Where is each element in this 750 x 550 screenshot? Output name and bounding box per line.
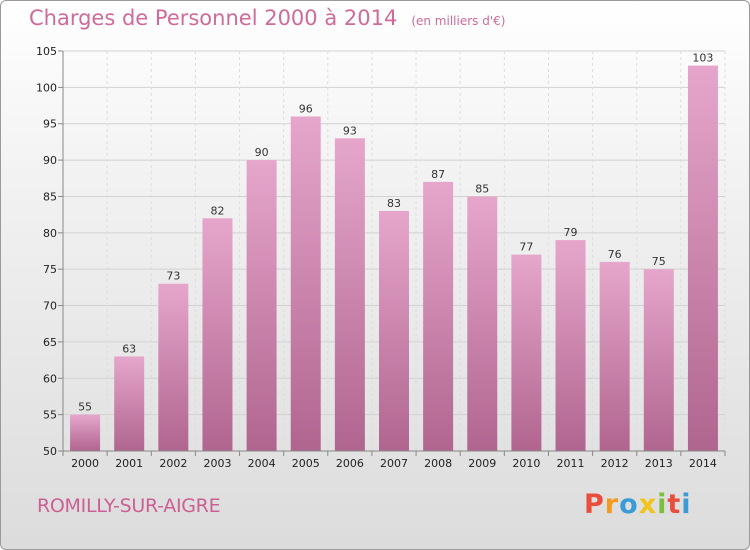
y-tick-label: 105 <box>36 45 57 58</box>
logo-letter: o <box>619 489 639 520</box>
bar-2000 <box>70 414 101 451</box>
town-name: ROMILLY-SUR-AIGRE <box>37 495 221 517</box>
y-tick-label: 80 <box>43 227 57 240</box>
x-tick-label-2001: 2001 <box>115 457 143 470</box>
bar-2002 <box>158 283 189 451</box>
value-label-2010: 77 <box>519 241 533 254</box>
logo-letter: i <box>657 489 668 520</box>
bar-2014 <box>687 65 718 451</box>
x-tick-label-2011: 2011 <box>557 457 585 470</box>
x-tick-label-2010: 2010 <box>512 457 540 470</box>
logo-letter: x <box>638 489 658 520</box>
chart-subtitle: (en milliers d'€) <box>411 14 506 28</box>
x-tick-label-2012: 2012 <box>601 457 629 470</box>
labels: 50 55 60 65 70 75 80 85 90 95 100 105 55 2000 63 2001 73… <box>36 45 717 470</box>
value-label-2014: 103 <box>692 52 713 65</box>
value-label-2003: 82 <box>210 204 224 217</box>
y-tick-label: 85 <box>43 190 57 203</box>
value-label-2005: 96 <box>299 102 313 115</box>
y-tick-label: 100 <box>36 81 57 94</box>
axes <box>58 50 726 456</box>
logo-letter: r <box>604 489 620 520</box>
x-tick-label-2004: 2004 <box>248 457 276 470</box>
logo-letter: t <box>667 489 682 520</box>
value-label-2011: 79 <box>564 226 578 239</box>
y-tick-label: 90 <box>43 154 57 167</box>
bar-2010 <box>511 254 542 451</box>
bar-2006 <box>334 138 365 452</box>
value-label-2000: 55 <box>78 401 92 414</box>
title-text: Charges de Personnel 2000 à 2014 <box>29 6 398 30</box>
bar-2005 <box>290 116 321 452</box>
bars <box>70 65 718 452</box>
bar-2007 <box>379 211 409 451</box>
x-tick-label-2009: 2009 <box>468 457 496 470</box>
x-tick-label-2002: 2002 <box>159 457 187 470</box>
x-tick-label-2000: 2000 <box>71 457 99 470</box>
y-tick-label: 60 <box>43 372 57 385</box>
y-tick-label: 50 <box>43 445 57 458</box>
y-tick-label: 70 <box>43 300 57 313</box>
value-label-2013: 75 <box>652 255 666 268</box>
y-tick-label: 75 <box>43 263 57 276</box>
value-label-2008: 87 <box>431 168 445 181</box>
x-tick-label-2008: 2008 <box>424 457 452 470</box>
value-label-2012: 76 <box>608 248 622 261</box>
value-label-2001: 63 <box>122 342 136 355</box>
value-label-2002: 73 <box>166 270 180 283</box>
logo-letter: P <box>584 489 605 520</box>
x-tick-label-2006: 2006 <box>336 457 364 470</box>
value-label-2004: 90 <box>255 146 269 159</box>
bar-2012 <box>599 261 630 451</box>
x-tick-label-2014: 2014 <box>689 457 717 470</box>
bar-2011 <box>555 240 586 451</box>
chart-title: Charges de Personnel 2000 à 2014 (en mill… <box>29 6 505 30</box>
y-tick-label: 65 <box>43 336 57 349</box>
value-label-2007: 83 <box>387 197 401 210</box>
value-label-2006: 93 <box>343 124 357 137</box>
y-tick-label: 95 <box>43 118 57 131</box>
x-tick-label-2005: 2005 <box>292 457 320 470</box>
bar-2013 <box>643 269 674 451</box>
x-tick-label-2007: 2007 <box>380 457 408 470</box>
bar-2008 <box>423 181 454 451</box>
logo-letter: i <box>681 489 692 520</box>
x-tick-label-2013: 2013 <box>645 457 673 470</box>
proxiti-logo: Proxiti <box>584 489 692 520</box>
bar-2003 <box>202 218 233 451</box>
bar-2001 <box>114 356 145 451</box>
y-tick-label: 55 <box>43 409 57 422</box>
bar-2009 <box>467 196 498 451</box>
bar-2004 <box>246 160 277 451</box>
x-tick-label-2003: 2003 <box>203 457 231 470</box>
value-label-2009: 85 <box>475 182 489 195</box>
